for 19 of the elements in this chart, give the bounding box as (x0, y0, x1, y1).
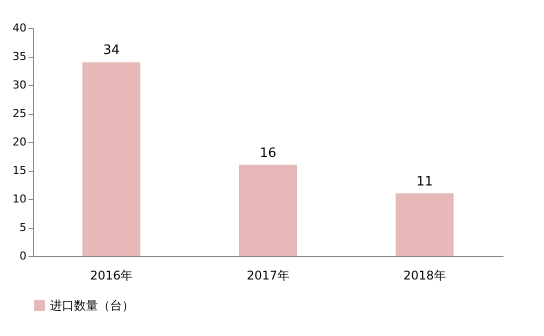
data-label: 11 (416, 174, 433, 190)
data-label: 16 (260, 146, 276, 161)
x-tick-label: 2018年 (403, 268, 446, 282)
x-tick-label: 2016年 (90, 268, 133, 282)
bar (396, 193, 454, 256)
y-tick-label: 25 (12, 107, 26, 120)
y-tick-label: 35 (12, 50, 26, 63)
bar (239, 164, 297, 256)
y-tick-label: 30 (12, 78, 26, 92)
x-tick-label: 2017年 (246, 268, 290, 282)
y-tick-label: 10 (12, 192, 26, 206)
y-tick-label: 5 (20, 221, 26, 234)
y-tick-label: 20 (12, 136, 26, 148)
legend-label: 进口数量（台） (50, 298, 134, 312)
y-tick-label: 15 (12, 164, 26, 177)
data-label: 34 (103, 43, 120, 58)
y-tick-label: 0 (20, 250, 26, 262)
bar (82, 62, 140, 256)
y-tick-label: 40 (12, 22, 26, 34)
